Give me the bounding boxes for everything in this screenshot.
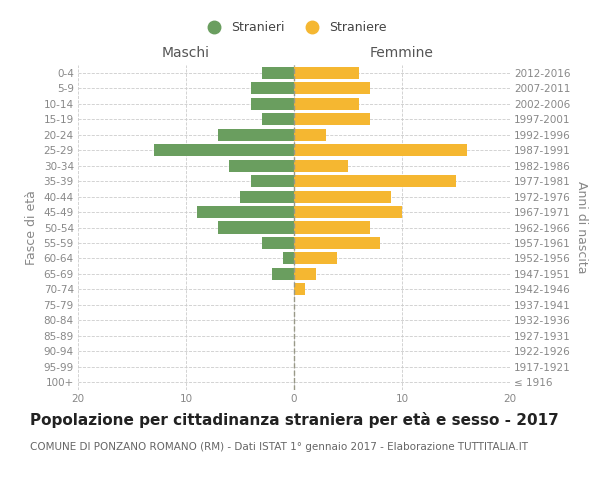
Bar (262, 237, 294, 249)
Bar (294, 98, 359, 110)
Y-axis label: Anni di nascita: Anni di nascita (575, 181, 587, 274)
Bar (294, 113, 370, 125)
Bar (294, 284, 305, 296)
Text: Maschi: Maschi (162, 46, 210, 60)
Bar (294, 160, 348, 172)
Bar (251, 82, 294, 94)
Bar (294, 222, 370, 234)
Bar (294, 206, 402, 218)
Bar (294, 144, 467, 156)
Bar (218, 128, 294, 140)
Bar (262, 66, 294, 79)
Bar (294, 128, 326, 140)
Bar (283, 252, 294, 264)
Bar (154, 144, 294, 156)
Bar (229, 160, 294, 172)
Text: COMUNE DI PONZANO ROMANO (RM) - Dati ISTAT 1° gennaio 2017 - Elaborazione TUTTIT: COMUNE DI PONZANO ROMANO (RM) - Dati IST… (30, 442, 528, 452)
Text: Femmine: Femmine (370, 46, 434, 60)
Bar (262, 113, 294, 125)
Bar (294, 190, 391, 202)
Bar (251, 175, 294, 187)
Bar (294, 268, 316, 280)
Legend: Stranieri, Straniere: Stranieri, Straniere (196, 16, 392, 39)
Bar (294, 175, 456, 187)
Bar (272, 268, 294, 280)
Bar (251, 98, 294, 110)
Y-axis label: Fasce di età: Fasce di età (25, 190, 38, 265)
Text: Popolazione per cittadinanza straniera per età e sesso - 2017: Popolazione per cittadinanza straniera p… (30, 412, 559, 428)
Bar (294, 82, 370, 94)
Bar (197, 206, 294, 218)
Bar (294, 252, 337, 264)
Bar (294, 66, 359, 79)
Bar (240, 190, 294, 202)
Bar (294, 237, 380, 249)
Bar (218, 222, 294, 234)
